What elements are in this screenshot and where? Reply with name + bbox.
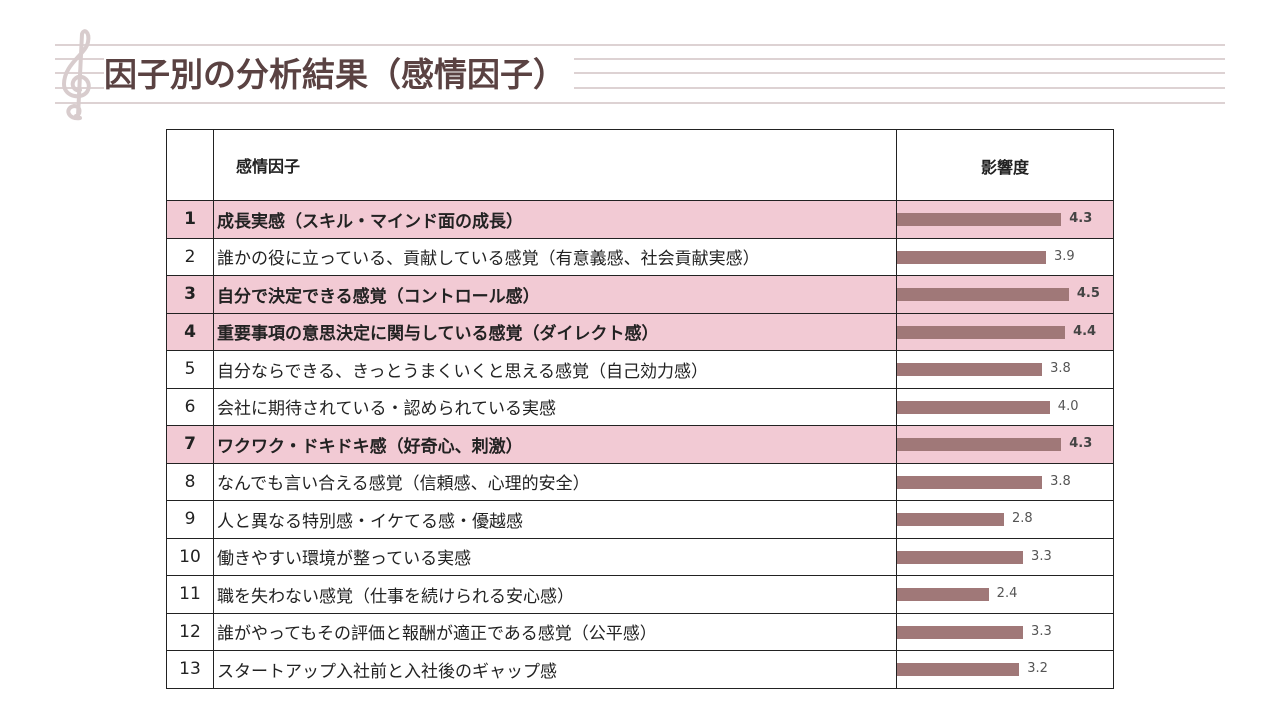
bar <box>897 250 1046 264</box>
value-label: 2.4 <box>996 586 1018 602</box>
value-label: 4.3 <box>1069 436 1093 452</box>
table-row: 3 自分で決定できる感覚（コントロール感） 4.5 <box>166 276 1114 314</box>
impact-cell: 3.2 <box>897 651 1113 688</box>
bar <box>897 213 1062 227</box>
value-label: 3.9 <box>1053 248 1075 264</box>
table-row: 10 働きやすい環境が整っている実感 3.3 <box>166 538 1114 576</box>
row-label: 成長実感（スキル・マインド面の成長） <box>214 201 897 238</box>
row-label: なんでも言い合える感覚（信頼感、心理的安全） <box>214 463 897 500</box>
row-number: 12 <box>167 613 214 650</box>
header-cell: 感情因子 <box>214 130 897 200</box>
bar <box>897 663 1020 677</box>
bar <box>897 588 989 602</box>
impact-cell: 3.3 <box>897 614 1113 651</box>
row-number: 13 <box>167 651 214 688</box>
row-label: 重要事項の意思決定に関与している感覚（ダイレクト感） <box>214 313 897 350</box>
table-row: 8 なんでも言い合える感覚（信頼感、心理的安全） 3.8 <box>166 463 1114 501</box>
table-row: 1 成長実感（スキル・マインド面の成長） 4.3 <box>166 201 1114 239</box>
impact-cell: 2.8 <box>897 501 1113 538</box>
row-number: 10 <box>167 538 214 575</box>
bar <box>897 325 1066 339</box>
row-label: 誰がやってもその評価と報酬が適正である感覚（公平感） <box>214 613 897 650</box>
value-label: 3.8 <box>1050 361 1071 377</box>
value-label: 2.8 <box>1011 511 1033 527</box>
impact-cell: 4.4 <box>897 314 1113 351</box>
value-label: 3.3 <box>1031 548 1052 564</box>
header-row: 感情因子 影響度 <box>166 129 1114 201</box>
title: 因子別の分析結果（感情因子） <box>104 48 574 96</box>
value-label: 4.3 <box>1069 211 1093 227</box>
table-row: 12 誰がやってもその評価と報酬が適正である感覚（公平感） 3.3 <box>166 613 1114 651</box>
impact-cell: 4.0 <box>897 389 1113 426</box>
row-label: 会社に期待されている・認められている実感 <box>214 388 897 425</box>
impact-cell: 3.3 <box>897 539 1113 576</box>
bar <box>897 438 1062 452</box>
row-label: ワクワク・ドキドキ感（好奇心、刺激） <box>214 426 897 463</box>
row-label: 職を失わない感覚（仕事を続けられる安心感） <box>214 576 897 613</box>
staff-line <box>55 87 1225 89</box>
row-number: 1 <box>167 201 214 238</box>
table-row: 4 重要事項の意思決定に関与している感覚（ダイレクト感） 4.4 <box>166 313 1114 351</box>
bar <box>897 550 1024 564</box>
staff-line <box>55 58 1225 60</box>
bar <box>897 475 1043 489</box>
row-label: スタートアップ入社前と入社後のギャップ感 <box>214 651 897 688</box>
row-number: 5 <box>167 351 214 388</box>
row-number: 3 <box>167 276 214 313</box>
table-row: 2 誰かの役に立っている、貢献している感覚（有意義感、社会貢献実感） 3.9 <box>166 238 1114 276</box>
staff-line <box>55 72 1225 74</box>
impact-cell: 4.3 <box>897 426 1113 463</box>
table-row: 6 会社に期待されている・認められている実感 4.0 <box>166 388 1114 426</box>
row-number: 9 <box>167 501 214 538</box>
bar <box>897 400 1050 414</box>
bar <box>897 513 1004 527</box>
table-row: 5 自分ならできる、きっとうまくいくと思える感覚（自己効力感） 3.8 <box>166 351 1114 389</box>
impact-cell: 4.5 <box>897 276 1113 313</box>
header-cell <box>167 130 214 200</box>
row-number: 2 <box>167 238 214 275</box>
impact-cell: 4.3 <box>897 201 1113 238</box>
impact-cell: 2.4 <box>897 576 1113 613</box>
staff-line <box>55 44 1225 46</box>
header-cell: 影響度 <box>980 158 1029 177</box>
value-label: 4.4 <box>1073 323 1097 339</box>
impact-cell: 3.9 <box>897 239 1113 276</box>
row-number: 7 <box>167 426 214 463</box>
table-row: 7 ワクワク・ドキドキ感（好奇心、刺激） 4.3 <box>166 426 1114 464</box>
table-row: 9 人と異なる特別感・イケてる感・優越感 2.8 <box>166 501 1114 539</box>
treble-clef <box>61 29 91 121</box>
value-label: 3.8 <box>1050 473 1071 489</box>
row-label: 誰かの役に立っている、貢献している感覚（有意義感、社会貢献実感） <box>214 238 897 275</box>
row-number: 8 <box>167 463 214 500</box>
table-row: 11 職を失わない感覚（仕事を続けられる安心感） 2.4 <box>166 576 1114 614</box>
row-label: 働きやすい環境が整っている実感 <box>214 538 897 575</box>
impact-cell: 3.8 <box>897 464 1113 501</box>
impact-cell: 3.8 <box>897 351 1113 388</box>
staff-line <box>55 102 1225 104</box>
value-label: 4.5 <box>1076 286 1100 302</box>
bar <box>897 288 1069 302</box>
value-label: 3.2 <box>1027 661 1048 677</box>
row-label: 人と異なる特別感・イケてる感・優越感 <box>214 501 897 538</box>
bar <box>897 625 1024 639</box>
value-label: 4.0 <box>1057 398 1079 414</box>
value-label: 3.3 <box>1031 623 1052 639</box>
row-number: 11 <box>167 576 214 613</box>
table-row: 13 スタートアップ入社前と入社後のギャップ感 3.2 <box>166 651 1114 689</box>
row-number: 4 <box>167 313 214 350</box>
row-number: 6 <box>167 388 214 425</box>
row-label: 自分ならできる、きっとうまくいくと思える感覚（自己効力感） <box>214 351 897 388</box>
bar <box>897 363 1043 377</box>
row-label: 自分で決定できる感覚（コントロール感） <box>214 276 897 313</box>
